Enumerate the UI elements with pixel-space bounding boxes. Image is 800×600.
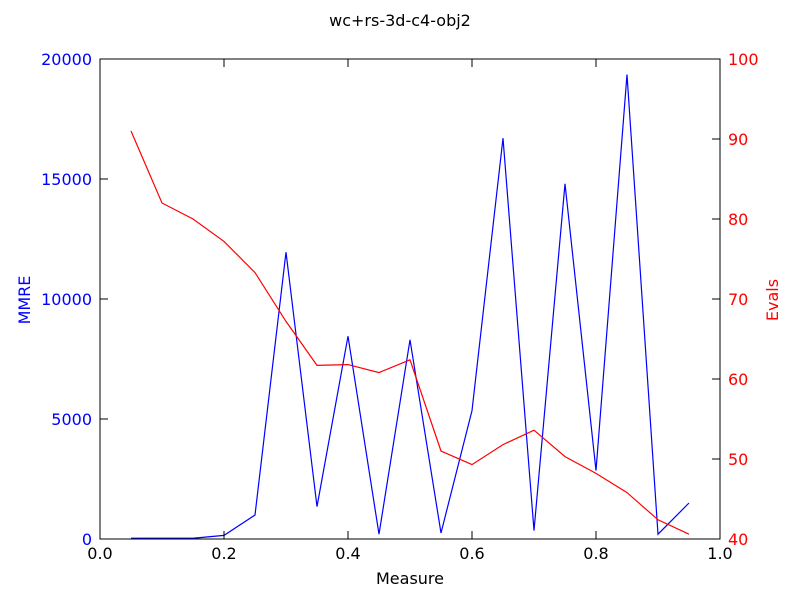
y-right-tick-label: 90 bbox=[728, 130, 748, 149]
y-right-tick-label: 70 bbox=[728, 290, 748, 309]
y-left-tick-label: 20000 bbox=[41, 50, 92, 69]
x-axis-label: Measure bbox=[376, 569, 444, 588]
x-tick-label: 0.8 bbox=[583, 544, 608, 563]
x-tick-label: 0.2 bbox=[211, 544, 236, 563]
x-tick-label: 1.0 bbox=[707, 544, 732, 563]
y-left-tick-label: 5000 bbox=[51, 410, 92, 429]
y-right-tick-label: 50 bbox=[728, 450, 748, 469]
y-axis-right-label: Evals bbox=[763, 279, 782, 321]
evals-series-line bbox=[130, 130, 690, 535]
y-right-tick-label: 60 bbox=[728, 370, 748, 389]
y-right-tick-label: 100 bbox=[728, 50, 759, 69]
chart-title: wc+rs-3d-c4-obj2 bbox=[329, 11, 471, 30]
y-left-tick-label: 0 bbox=[82, 530, 92, 549]
axes: 0.0 0.2 0.4 0.6 0.8 1.0 0 5000 10000 15000 20000 40… bbox=[41, 50, 758, 563]
x-tick-label: 0.6 bbox=[459, 544, 484, 563]
y-right-tick-label: 40 bbox=[728, 530, 748, 549]
x-tick-label: 0.0 bbox=[87, 544, 112, 563]
x-tick-label: 0.4 bbox=[335, 544, 360, 563]
y-axis-left-label: MMRE bbox=[15, 276, 34, 325]
y-left-tick-label: 10000 bbox=[41, 290, 92, 309]
y-right-tick-label: 80 bbox=[728, 210, 748, 229]
y-left-tick-label: 15000 bbox=[41, 170, 92, 189]
